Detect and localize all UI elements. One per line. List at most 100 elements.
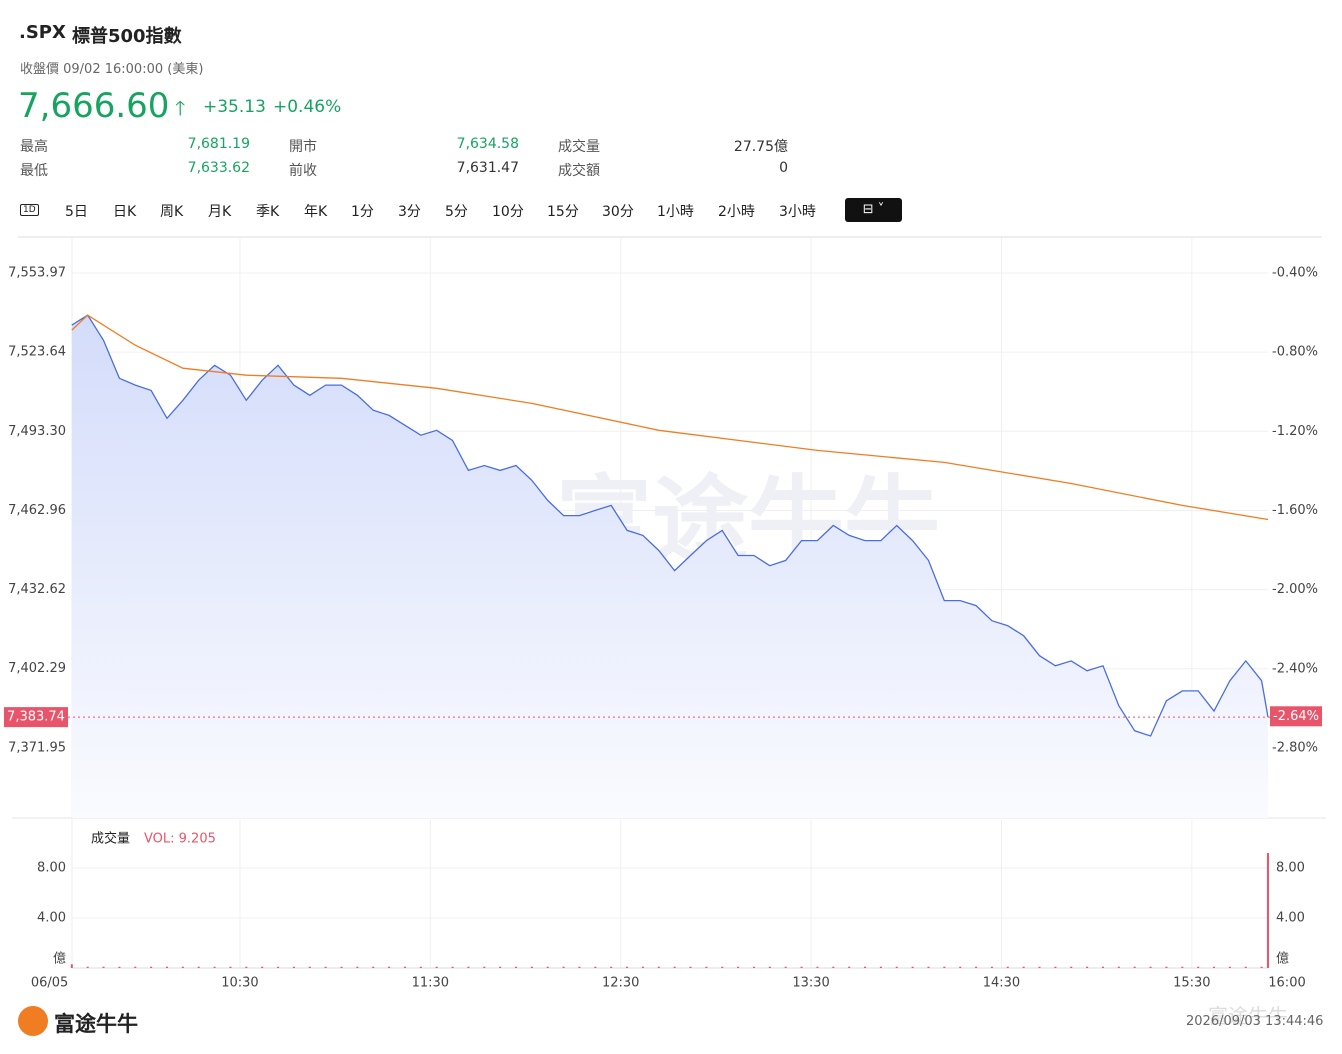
volume-bar xyxy=(356,966,359,968)
current-price-label: 7,383.74 xyxy=(7,710,65,725)
volume-bar xyxy=(990,966,993,968)
volume-bar xyxy=(768,966,771,968)
period-tab[interactable]: 季K xyxy=(256,204,280,220)
volume-bar xyxy=(832,966,835,968)
period-tab[interactable]: 3小時 xyxy=(779,204,816,220)
volume-bar xyxy=(721,966,724,968)
volume-bar xyxy=(419,966,422,968)
volume-bar xyxy=(562,966,565,968)
x-tick-label: 14:30 xyxy=(983,976,1020,991)
volume-bar xyxy=(1228,966,1231,968)
y-tick-label: 7,553.97 xyxy=(8,266,66,281)
volume-bar xyxy=(292,966,295,968)
name: 標普500指數 xyxy=(72,26,182,47)
timestamp: 2026/09/03 13:44:46 xyxy=(1186,1014,1324,1029)
volume-bar xyxy=(800,966,803,968)
y-tick-label: 7,462.96 xyxy=(8,503,66,518)
volume-bar xyxy=(1022,966,1025,968)
y2-tick-label: -0.40% xyxy=(1272,266,1318,281)
volume-bar xyxy=(626,966,629,968)
volume-bar xyxy=(102,966,105,968)
stat-label: 最低 xyxy=(20,163,48,179)
period-tab[interactable]: 月K xyxy=(208,204,232,220)
volume-bar xyxy=(403,966,406,968)
volume-bar xyxy=(451,966,454,968)
footer-logo-icon xyxy=(18,1006,48,1036)
period-tab[interactable]: 15分 xyxy=(547,204,579,220)
volume-bar xyxy=(435,966,438,968)
volume-bar xyxy=(213,966,216,968)
volume-bar xyxy=(372,966,375,968)
x-tick-label: 15:30 xyxy=(1173,976,1210,991)
volume-bar xyxy=(784,966,787,968)
volume-bar xyxy=(1260,966,1263,968)
volume-value: VOL: 9.205 xyxy=(144,832,216,847)
volume-bar xyxy=(943,966,946,968)
y2-tick-label: -1.20% xyxy=(1272,424,1318,439)
stat-label: 前收 xyxy=(289,163,317,179)
volume-bar xyxy=(1117,966,1120,968)
volume-bar xyxy=(308,966,311,968)
volume-bar xyxy=(70,964,73,968)
current-price-tag xyxy=(4,707,68,728)
volume-bar xyxy=(864,966,867,968)
period-tab[interactable]: 1小時 xyxy=(657,204,694,220)
volume-bar xyxy=(1149,966,1152,968)
period-tab[interactable]: 2小時 xyxy=(718,204,755,220)
volume-bar xyxy=(134,966,137,968)
stat-value: 7,681.19 xyxy=(187,136,250,152)
period-tab[interactable]: 10分 xyxy=(492,204,524,220)
stat-value: 7,634.58 xyxy=(456,136,519,152)
stat-label: 成交額 xyxy=(558,163,600,179)
volume-bar xyxy=(752,966,755,968)
volume-bar xyxy=(324,966,327,968)
y2-tick-label: -2.00% xyxy=(1272,582,1318,597)
volume-bar xyxy=(86,966,89,968)
x-tick-label: 16:00 xyxy=(1268,976,1305,991)
volume-bar xyxy=(610,966,613,968)
arrow: 🡑 xyxy=(175,96,186,120)
period-tab[interactable]: 5分 xyxy=(445,204,468,220)
period-tab[interactable]: 1D xyxy=(20,204,39,216)
period-tab[interactable]: 日K xyxy=(113,204,137,220)
volume-bar xyxy=(1101,966,1104,968)
stat-value: 0 xyxy=(779,160,788,176)
unit-label: 億 xyxy=(53,951,66,967)
volume-bar xyxy=(1244,966,1247,968)
stat-value: 27.75億 xyxy=(733,139,788,155)
volume-bar xyxy=(1213,966,1216,968)
price: 7,666.60 xyxy=(18,86,170,126)
period-tab[interactable]: 周K xyxy=(160,204,184,220)
period-tab[interactable]: 5日 xyxy=(65,204,88,220)
volume-bar xyxy=(927,966,930,968)
volume-bar xyxy=(530,966,533,968)
volume-bar xyxy=(641,966,644,968)
price-line xyxy=(71,314,1269,521)
volume-bar xyxy=(1181,966,1184,968)
volume-bar xyxy=(959,966,962,968)
stat-label: 最高 xyxy=(20,139,48,155)
y2-tick-label: 8.00 xyxy=(1276,861,1305,876)
volume-bar xyxy=(673,966,676,968)
price-line xyxy=(71,314,1269,737)
period-tab[interactable]: 3分 xyxy=(398,204,421,220)
x-tick-label: 12:30 xyxy=(602,976,639,991)
stat-value: 7,631.47 xyxy=(456,160,519,176)
volume-bar xyxy=(340,966,343,968)
volume-bar xyxy=(1070,966,1073,968)
period-tab[interactable]: 年K xyxy=(304,204,328,220)
symbol: .SPX xyxy=(19,22,66,43)
current-pct-tag xyxy=(1270,706,1322,727)
draw-tool-button[interactable]: ⊟ ˅ xyxy=(845,198,902,222)
volume-bar xyxy=(118,966,121,968)
volume-bar xyxy=(1086,966,1089,968)
y-tick-label: 4.00 xyxy=(37,911,66,926)
period-tab[interactable]: 1分 xyxy=(351,204,374,220)
volume-bar xyxy=(181,966,184,968)
period-tab[interactable]: 30分 xyxy=(602,204,634,220)
volume-bar xyxy=(1197,966,1200,968)
volume-bar xyxy=(911,966,914,968)
volume-bar xyxy=(816,966,819,968)
volume-bar xyxy=(705,966,708,968)
